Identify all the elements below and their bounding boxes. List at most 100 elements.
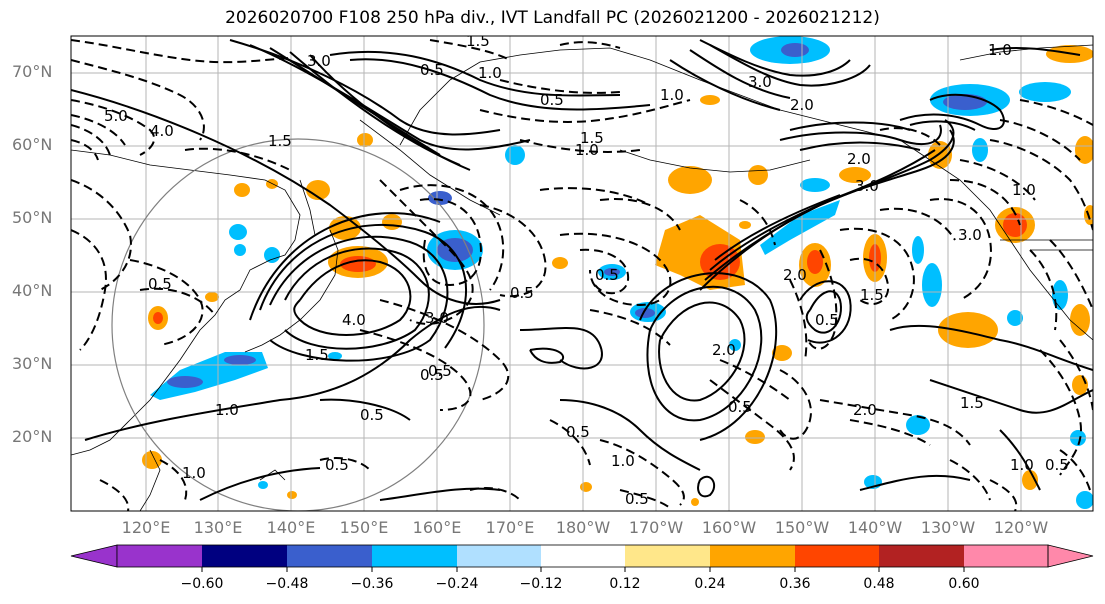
shade-orange <box>691 498 699 506</box>
colorbar-tick-label: 0.48 <box>863 576 895 592</box>
shade-blue <box>1076 491 1093 509</box>
contour-label: 3.0 <box>307 52 331 70</box>
contour-label: 1.0 <box>182 464 206 482</box>
shade-orange <box>357 133 373 147</box>
contour-labels: 1.5 3.0 1.0 5.0 4.0 3.0 2.0 1.5 0.5 1.0 … <box>104 32 1069 508</box>
lon-label: 120°E <box>121 518 171 537</box>
contour-label: 0.5 <box>420 61 444 79</box>
lon-label: 170°E <box>485 518 535 537</box>
contour-label: 1.0 <box>215 401 239 419</box>
shade-orange <box>552 257 568 269</box>
shade-orange <box>1072 375 1088 395</box>
shade-blue <box>1019 82 1071 102</box>
colorbar-tick-label: 0.24 <box>694 576 726 592</box>
gridlines <box>71 36 1093 511</box>
contour-label: 4.0 <box>150 122 174 140</box>
colorbar-tick-label: 0.60 <box>948 576 980 592</box>
contour-label: 0.5 <box>595 266 619 284</box>
contour-label: 0.5 <box>566 423 590 441</box>
contour-label: 1.5 <box>960 394 984 412</box>
shade-blue <box>328 352 342 360</box>
contour-label: 3.0 <box>425 309 449 327</box>
map-frame <box>70 35 1094 512</box>
dashed-contours <box>71 39 1093 511</box>
contour-label: 1.0 <box>660 86 684 104</box>
shade-orange <box>739 221 751 229</box>
lon-label: 170°W <box>628 518 684 537</box>
shade-blue <box>505 145 525 165</box>
lon-label: 140°E <box>266 518 316 537</box>
contour-label: 1.5 <box>580 129 604 147</box>
contour-label: 0.5 <box>815 311 839 329</box>
colorbar-outline <box>116 544 1049 568</box>
contour-label: 1.5 <box>466 32 490 50</box>
shade-red <box>807 250 823 274</box>
colorbar-tick-label: −0.12 <box>519 576 563 592</box>
shade-blue <box>167 376 203 388</box>
shade-blue <box>972 138 988 162</box>
colorbar-high-extend <box>1047 544 1094 568</box>
shade-red <box>1003 213 1027 237</box>
lat-label: 60°N <box>12 135 53 154</box>
shade-blue <box>264 247 280 263</box>
shade-blue <box>912 236 924 264</box>
contour-label: 3.0 <box>748 73 772 91</box>
colorbar-tick-label: −0.24 <box>435 576 479 592</box>
contour-label: 2.0 <box>847 150 871 168</box>
shade-blue <box>906 415 930 435</box>
shade-blue <box>729 339 741 351</box>
contour-label: 0.5 <box>428 362 452 380</box>
landfall-radius-ring <box>111 138 485 511</box>
lat-label: 40°N <box>12 281 53 300</box>
shade-blue <box>943 94 987 110</box>
contour-label: 3.0 <box>958 226 982 244</box>
contour-label: 0.5 <box>728 398 752 416</box>
contour-label: 1.0 <box>478 64 502 82</box>
lon-label: 160°W <box>701 518 757 537</box>
shade-blue <box>800 178 830 192</box>
shade-orange <box>580 482 592 492</box>
contour-label: 2.0 <box>853 401 877 419</box>
shade-blue <box>760 200 840 255</box>
shade-blue <box>428 191 452 205</box>
shade-blue <box>229 224 247 240</box>
contour-label: 0.5 <box>510 284 534 302</box>
shade-blue <box>922 263 942 307</box>
colorbar-low-extend <box>70 544 118 568</box>
shade-orange <box>839 167 871 183</box>
colorbar-segment <box>964 545 1048 567</box>
shade-blue <box>224 355 256 365</box>
shade-orange <box>266 179 278 189</box>
contour-label: 3.0 <box>855 177 879 195</box>
shade-orange <box>234 183 250 197</box>
shade-orange <box>306 180 330 200</box>
lat-label: 50°N <box>12 208 53 227</box>
lon-label: 120°W <box>993 518 1049 537</box>
colorbar-segment <box>879 545 964 567</box>
contour-label: 1.0 <box>1010 456 1034 474</box>
colorbar-segment <box>795 545 879 567</box>
colorbar-segment <box>541 545 625 567</box>
lon-label: 150°E <box>339 518 389 537</box>
lat-label: 20°N <box>12 427 53 446</box>
colorbar-tick-label: 0.36 <box>779 576 811 592</box>
lat-label: 30°N <box>12 354 53 373</box>
shade-orange <box>1084 205 1093 225</box>
colorbar-segment <box>457 545 541 567</box>
colorbar-segment <box>202 545 287 567</box>
shade-blue <box>234 244 246 256</box>
colorbar-segment <box>117 545 202 567</box>
colorbar-tick-label: −0.36 <box>350 576 394 592</box>
contour-label: 0.5 <box>325 456 349 474</box>
contour-label: 0.5 <box>540 91 564 109</box>
contour-label: 1.5 <box>305 346 329 364</box>
shade-orange <box>1070 304 1090 336</box>
lon-label: 160°E <box>412 518 462 537</box>
shade-blue <box>258 481 268 489</box>
colorbar-segment <box>287 545 372 567</box>
shade-orange <box>745 430 765 444</box>
map-title: 2026020700 F108 250 hPa div., IVT Landfa… <box>225 8 880 28</box>
lon-label: 130°E <box>193 518 243 537</box>
colorbar-tick-label: −0.48 <box>265 576 309 592</box>
